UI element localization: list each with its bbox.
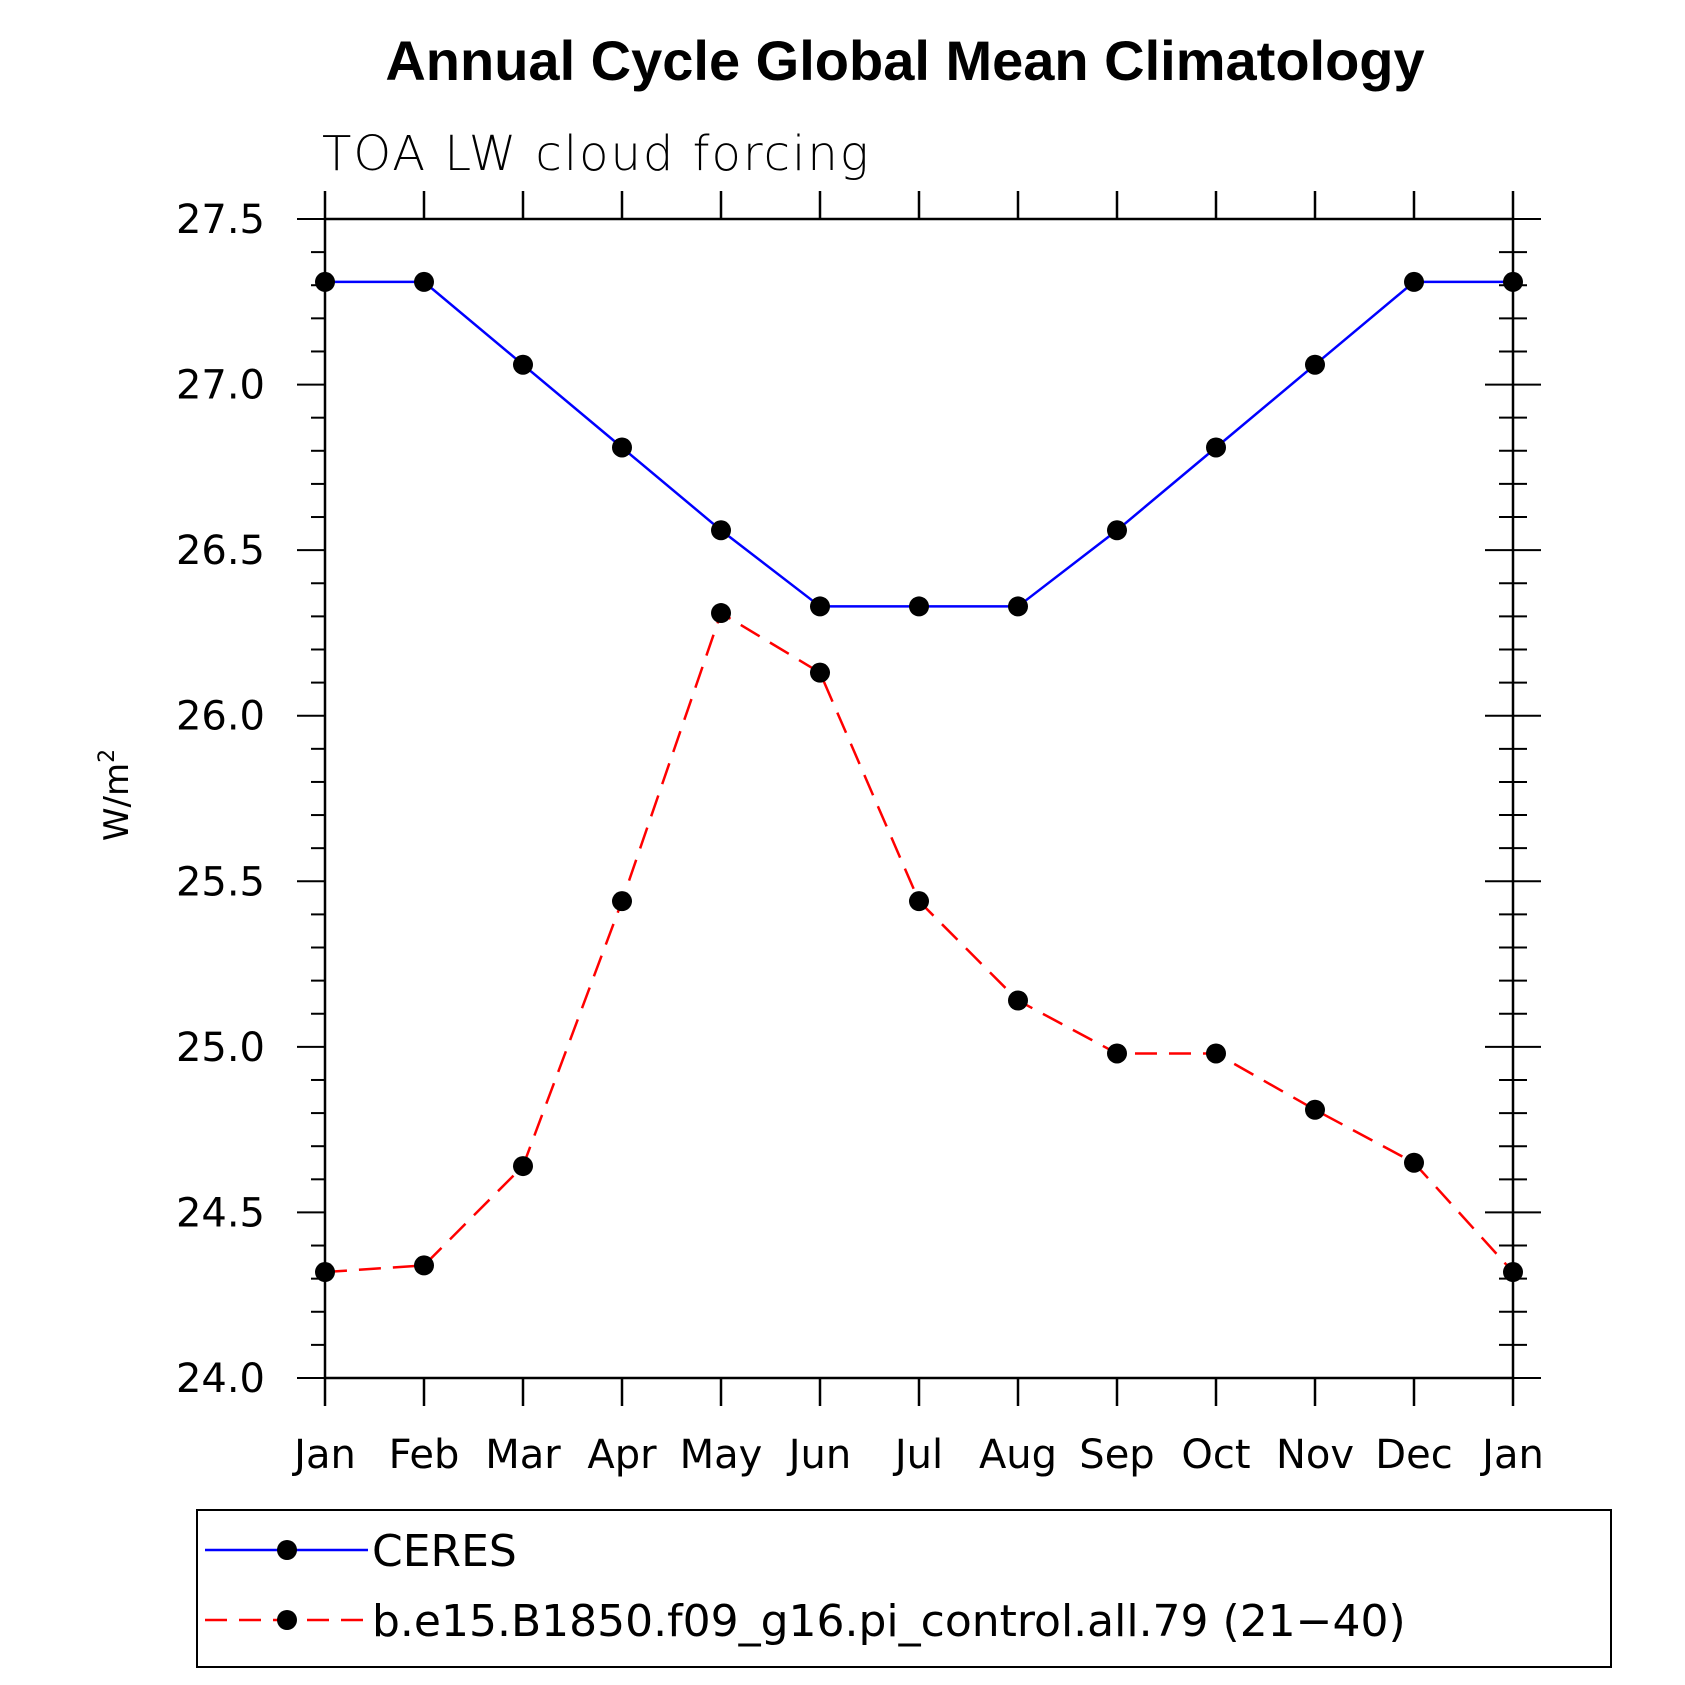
data-point (711, 603, 731, 624)
chart-subtitle: TOA LW cloud forcing (322, 126, 871, 182)
x-tick-label: May (680, 1432, 763, 1478)
legend: CERES b.e15.B1850.f09_g16.pi_control.all.… (196, 1509, 1612, 1668)
series-line (324, 611, 1514, 1274)
data-point (612, 891, 632, 912)
data-point (1305, 354, 1325, 375)
x-tick-labels: Jan Feb Mar Apr May Jun Jul Aug Sep Oct Nov Dec Jan (291, 1432, 1544, 1478)
data-point (414, 1255, 434, 1276)
data-point (1008, 990, 1028, 1011)
x-tick-label: Mar (485, 1432, 561, 1478)
data-point (909, 891, 929, 912)
data-point (1305, 1099, 1325, 1120)
data-point (1404, 1152, 1424, 1173)
series-line (325, 280, 1513, 608)
y-tick-label: 26.0 (176, 694, 265, 740)
legend-marker (277, 1540, 297, 1560)
x-tick-label: Sep (1079, 1432, 1154, 1478)
x-tick-label: Jun (786, 1432, 852, 1478)
y-tick-label: 27.5 (176, 197, 265, 243)
y-tick-label: 24.0 (176, 1356, 265, 1402)
axis-ticks (297, 191, 1541, 1406)
data-point (1107, 1043, 1127, 1064)
y-tick-labels: 24.0 24.5 25.0 25.5 26.0 26.5 27.0 27.5 (176, 197, 265, 1402)
series-1 (315, 271, 1523, 617)
x-tick-label: Dec (1375, 1432, 1452, 1478)
chart-title: Annual Cycle Global Mean Climatology (385, 29, 1424, 92)
y-tick-label: 25.0 (176, 1025, 265, 1071)
y-axis-label: W/m2 (95, 749, 137, 841)
series-2 (315, 603, 1523, 1283)
x-tick-label: Jan (1479, 1432, 1544, 1478)
data-point (1206, 437, 1226, 458)
data-point (1404, 271, 1424, 292)
data-point (513, 354, 533, 375)
data-point (909, 596, 929, 617)
y-axis-label-superscript: 2 (95, 749, 120, 763)
legend-marker (277, 1610, 297, 1630)
data-point (1107, 520, 1127, 541)
y-tick-label: 24.5 (176, 1190, 265, 1236)
x-tick-label: Nov (1276, 1432, 1354, 1478)
x-tick-label: Jan (291, 1432, 356, 1478)
y-tick-label: 25.5 (176, 859, 265, 905)
data-point (414, 271, 434, 292)
legend-label: b.e15.B1850.f09_g16.pi_control.all.79 (2… (372, 1596, 1406, 1647)
legend-label: CERES (372, 1526, 517, 1577)
data-point (810, 662, 830, 683)
data-point (711, 520, 731, 541)
x-tick-label: Aug (979, 1432, 1057, 1478)
x-tick-label: Oct (1181, 1432, 1250, 1478)
plot-frame (323, 217, 1515, 1380)
series-layer (315, 271, 1523, 1283)
x-tick-label: Jul (892, 1432, 943, 1478)
legend-box (196, 1509, 1612, 1668)
data-point (1008, 596, 1028, 617)
data-point (1206, 1043, 1226, 1064)
y-tick-label: 27.0 (176, 363, 265, 409)
x-tick-label: Feb (389, 1432, 460, 1478)
data-point (612, 437, 632, 458)
y-tick-label: 26.5 (176, 528, 265, 574)
legend-items: CERES b.e15.B1850.f09_g16.pi_control.all.… (205, 1526, 1406, 1647)
x-tick-label: Apr (587, 1432, 657, 1478)
data-point (810, 596, 830, 617)
data-point (513, 1156, 533, 1177)
y-axis-label-text: W/m (97, 763, 137, 841)
